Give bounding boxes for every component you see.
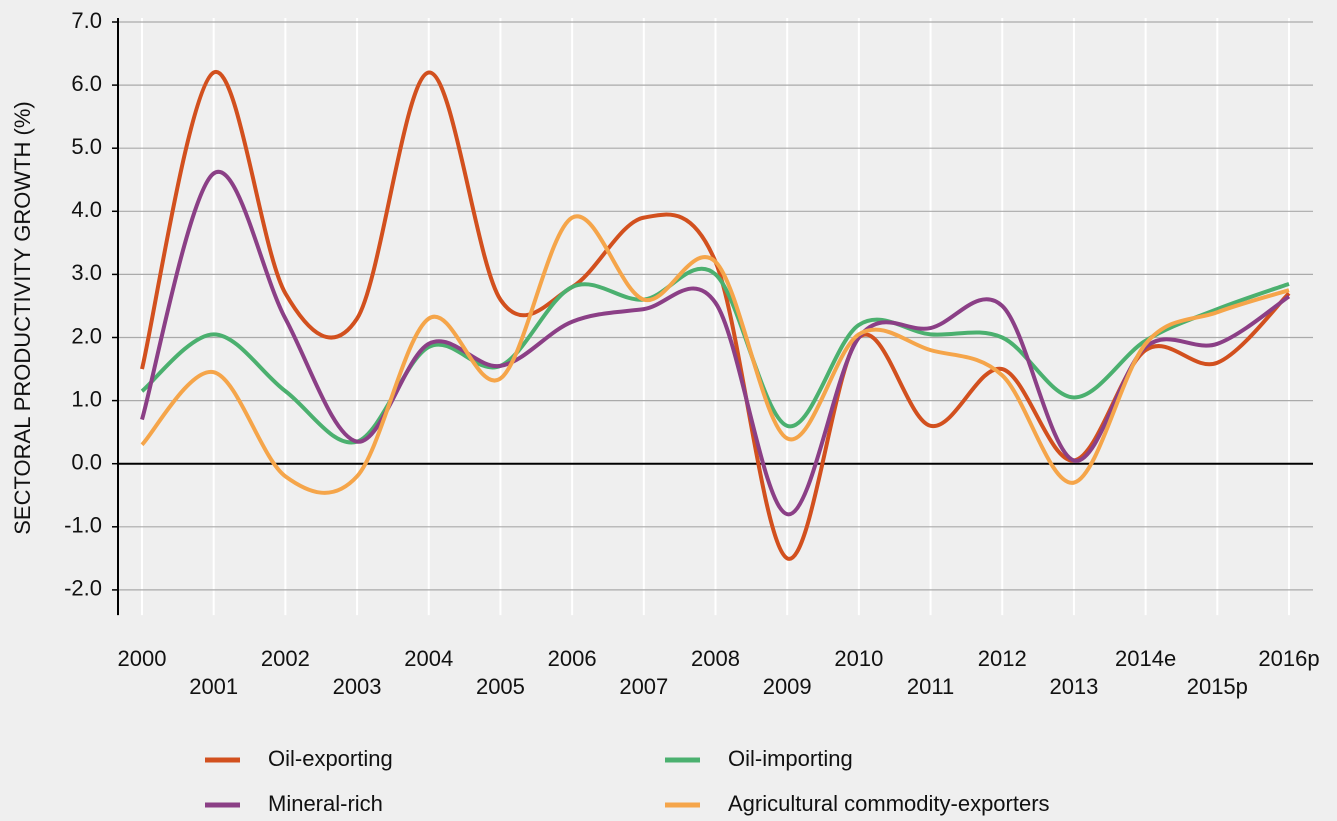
y-tick-label: 7.0 xyxy=(71,8,102,33)
legend-label: Mineral-rich xyxy=(268,791,383,816)
x-tick-label: 2001 xyxy=(189,674,238,699)
legend-label: Oil-exporting xyxy=(268,746,393,771)
y-tick-label: 4.0 xyxy=(71,197,102,222)
legend-label: Agricultural commodity-exporters xyxy=(728,791,1050,816)
x-tick-label: 2002 xyxy=(261,646,310,671)
y-tick-label: 3.0 xyxy=(71,260,102,285)
y-axis-label: SECTORAL PRODUCTIVITY GROWTH (%) xyxy=(10,101,35,535)
x-tick-label: 2010 xyxy=(834,646,883,671)
x-tick-label: 2006 xyxy=(548,646,597,671)
line xyxy=(140,169,1291,517)
x-tick-label: 2003 xyxy=(333,674,382,699)
x-tick-label: 2015p xyxy=(1187,674,1248,699)
x-tick-label: 2011 xyxy=(907,674,954,699)
y-tick-label: 6.0 xyxy=(71,71,102,96)
x-tick-label: 2009 xyxy=(763,674,812,699)
y-tick-label: -1.0 xyxy=(64,513,102,538)
x-tick-label: 2004 xyxy=(404,646,453,671)
x-tick-label: 2013 xyxy=(1049,674,1098,699)
y-tick-label: 1.0 xyxy=(71,386,102,411)
x-tick-label: 2007 xyxy=(619,674,668,699)
x-tick-label: 2008 xyxy=(691,646,740,671)
line xyxy=(140,214,1290,495)
x-tick-label: 2016p xyxy=(1258,646,1319,671)
x-tick-label: 2000 xyxy=(118,646,167,671)
y-tick-label: -2.0 xyxy=(64,576,102,601)
x-tick-label: 2014e xyxy=(1115,646,1176,671)
y-tick-label: 2.0 xyxy=(71,323,102,348)
x-tick-label: 2005 xyxy=(476,674,525,699)
y-tick-label: 5.0 xyxy=(71,134,102,159)
x-tick-label: 2012 xyxy=(978,646,1027,671)
line xyxy=(140,266,1290,445)
y-tick-label: 0.0 xyxy=(71,450,102,475)
legend-label: Oil-importing xyxy=(728,746,853,771)
